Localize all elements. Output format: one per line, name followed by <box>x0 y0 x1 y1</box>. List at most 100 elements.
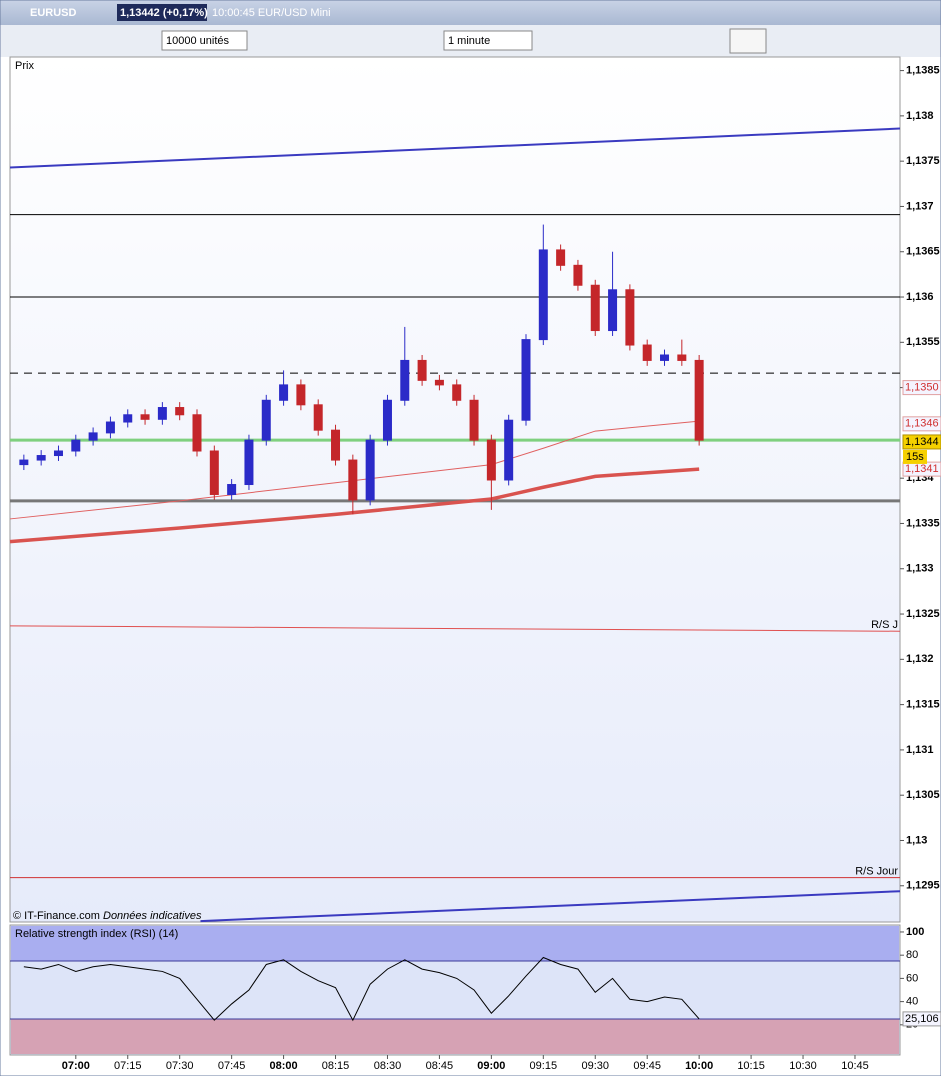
info: 10:00:45 EUR/USD Mini <box>212 7 331 19</box>
price-badge <box>902 380 941 396</box>
symbol: EURUSD <box>30 7 77 19</box>
countdown-box <box>903 449 927 464</box>
panel-label: Prix <box>15 60 34 72</box>
x-tick-label: 09:15 <box>530 1060 558 1072</box>
candle-body <box>19 459 29 466</box>
x-tick-label: 09:45 <box>633 1060 661 1072</box>
price-badge-label: 1,1346 <box>905 418 939 430</box>
x-tick-label: 10:30 <box>789 1060 817 1072</box>
candle-body <box>608 289 618 332</box>
y-tick-label: 1,13 <box>906 834 927 846</box>
candle-body <box>400 359 410 401</box>
y-tick-label: 1,1305 <box>906 789 940 801</box>
y-tick-label: 1,137 <box>906 200 934 212</box>
candle-body <box>590 284 600 332</box>
candle-body <box>556 249 566 266</box>
candle-body <box>452 384 462 401</box>
candle-body <box>365 439 375 501</box>
trend-line <box>9 127 901 169</box>
candle-body <box>175 407 185 416</box>
interval-select[interactable] <box>443 30 533 51</box>
units-select[interactable] <box>161 30 248 51</box>
rsi-value-label: 25,106 <box>905 1013 939 1025</box>
candle-body <box>261 399 271 441</box>
quote: 1,13442 (+0,17%) <box>120 7 208 19</box>
price-badge <box>902 416 941 432</box>
candle-body <box>434 379 444 386</box>
candle-body <box>348 459 358 501</box>
quote-box <box>117 4 207 21</box>
units: 10000 unités <box>166 35 229 47</box>
x-tick-label: 07:15 <box>114 1060 142 1072</box>
countdown: 15s <box>906 451 924 463</box>
candle-body <box>504 419 514 481</box>
y-tick-label: 1,1335 <box>906 517 940 529</box>
x-tick-label: 10:15 <box>737 1060 765 1072</box>
x-tick-label: 08:30 <box>374 1060 402 1072</box>
x-tick-label: 09:30 <box>581 1060 609 1072</box>
y-tick-label: 1,132 <box>906 653 934 665</box>
rsi-tick-label: 60 <box>906 972 918 984</box>
candle-body <box>538 249 548 341</box>
y-tick-label: 1,138 <box>906 110 934 122</box>
candle-body <box>417 359 427 381</box>
candle-body <box>227 484 237 495</box>
candle-body <box>244 439 254 486</box>
x-tick-label: 07:45 <box>218 1060 246 1072</box>
price-badge-label: 1,1350 <box>905 382 939 394</box>
candle-body <box>53 450 63 457</box>
y-tick-label: 1,1295 <box>906 880 940 892</box>
y-tick-label: 1,133 <box>906 563 934 575</box>
candle-body <box>521 339 531 421</box>
candle-body <box>71 439 81 452</box>
x-tick-label: 07:00 <box>62 1060 90 1072</box>
candle-body <box>313 404 323 431</box>
y-tick-label: 1,1315 <box>906 699 940 711</box>
x-tick-label: 09:00 <box>477 1060 505 1072</box>
candle-body <box>192 414 202 452</box>
price-badge <box>902 434 941 450</box>
candle-body <box>660 354 670 361</box>
trend-line <box>9 625 901 632</box>
y-tick-label: 1,131 <box>906 744 934 756</box>
y-tick-label: 1,1325 <box>906 608 940 620</box>
interval: 1 minute <box>448 35 490 47</box>
candle-body <box>677 354 687 361</box>
indicator-button[interactable] <box>729 28 767 54</box>
rsi-line <box>23 956 700 1022</box>
price-badge-label: 1,1344 <box>905 436 939 448</box>
price-badge-label: 1,1341 <box>905 463 939 475</box>
candle-body <box>296 384 306 406</box>
rsi-tick-label: 100 <box>906 926 924 938</box>
trend-label: R/S J <box>871 619 898 631</box>
candle-body <box>105 421 115 434</box>
candle-body <box>209 450 219 495</box>
candle-body <box>694 359 704 441</box>
candle-body <box>36 455 46 461</box>
rsi-tick-label: 80 <box>906 949 918 961</box>
rsi-tick-label: 40 <box>906 996 918 1008</box>
y-tick-label: 1,136 <box>906 291 934 303</box>
candle-body <box>157 407 167 420</box>
y-tick-label: 1,1355 <box>906 336 940 348</box>
trend-line <box>200 890 901 923</box>
candle-body <box>642 344 652 361</box>
x-tick-label: 08:00 <box>270 1060 298 1072</box>
copyright: © IT-Finance.com <box>13 910 100 922</box>
y-tick-label: 1,1375 <box>906 155 940 167</box>
x-tick-label: 08:45 <box>426 1060 454 1072</box>
candle-body <box>123 414 133 423</box>
candle-body <box>469 399 479 441</box>
overbought-band <box>11 926 899 961</box>
y-tick-label: 1,1385 <box>906 64 940 76</box>
x-tick-label: 07:30 <box>166 1060 194 1072</box>
oversold-band <box>11 1019 899 1054</box>
x-tick-label: 10:00 <box>685 1060 713 1072</box>
trend-label: R/S Jour <box>855 866 898 878</box>
candle-body <box>331 429 341 461</box>
candle-body <box>625 289 635 346</box>
candle-body <box>88 432 98 441</box>
candle-body <box>382 399 392 441</box>
